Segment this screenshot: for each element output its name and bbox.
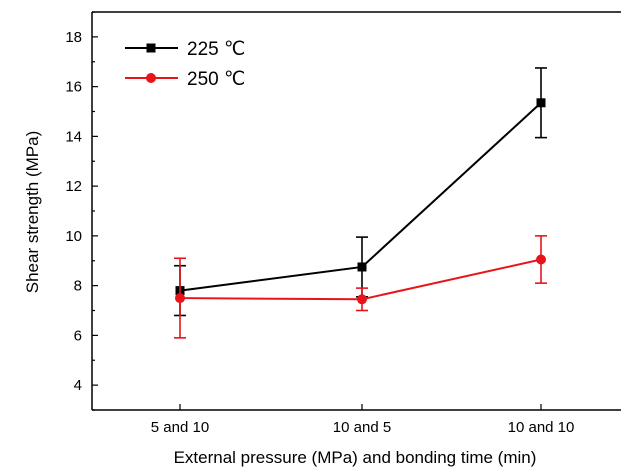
y-tick-label: 16 xyxy=(65,79,82,96)
legend-label: 225 ℃ xyxy=(187,39,245,60)
series-1 xyxy=(174,67,547,317)
legend-marker xyxy=(146,73,156,83)
legend-marker xyxy=(146,43,156,53)
y-axis-title: Shear strength (MPa) xyxy=(23,131,42,294)
series-layer xyxy=(174,67,547,339)
legend: 225 ℃ 250 ℃ xyxy=(125,39,245,90)
series-2 xyxy=(174,235,547,339)
data-point xyxy=(536,98,546,108)
y-tick-label: 6 xyxy=(74,327,82,344)
data-point xyxy=(357,294,367,305)
y-tick-label: 4 xyxy=(74,377,82,394)
data-point xyxy=(357,262,367,272)
y-tick-label: 8 xyxy=(74,278,82,295)
x-axis-title: External pressure (MPa) and bonding time… xyxy=(174,448,537,467)
legend-item: 225 ℃ xyxy=(125,39,245,60)
y-tick-label: 12 xyxy=(65,178,82,195)
y-tick-label: 18 xyxy=(65,29,82,46)
x-tick-label: 10 and 5 xyxy=(333,419,391,436)
legend-item: 250 ℃ xyxy=(125,69,245,90)
y-tick-label: 10 xyxy=(65,228,82,245)
data-point xyxy=(175,293,185,304)
axes: 4 6 8 10 12 14 16 18 5 and 10 10 and 5 10 and 10 xyxy=(65,11,621,436)
x-tick-label: 5 and 10 xyxy=(151,419,209,436)
data-point xyxy=(536,254,546,265)
x-tick-label: 10 and 10 xyxy=(508,419,575,436)
y-tick-label: 14 xyxy=(65,128,82,145)
legend-label: 250 ℃ xyxy=(187,69,245,90)
series-line xyxy=(179,102,542,292)
